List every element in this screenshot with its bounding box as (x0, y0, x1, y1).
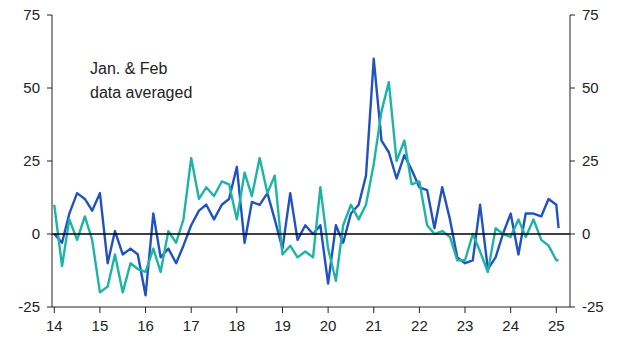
x-tick-label: 19 (274, 317, 291, 334)
zero-line (52, 233, 570, 235)
y-tick (47, 234, 52, 235)
series-line (54, 59, 558, 296)
x-tick (556, 307, 557, 313)
x-tick-label: 25 (548, 317, 565, 334)
y2-tick (570, 161, 575, 162)
annotation: data averaged (90, 84, 192, 101)
x-tick-label: 16 (137, 317, 154, 334)
y2-tick (570, 234, 575, 235)
x-tick (419, 307, 420, 313)
x-tick (510, 307, 511, 313)
x-tick (282, 307, 283, 313)
x-tick-label: 21 (365, 317, 382, 334)
chart: -25 -25 0 0 25 25 50 50 75 75 14 15 16 17 18 19 20 21 22 23… (0, 0, 631, 355)
x-tick (373, 307, 374, 313)
annotation: Jan. & Feb (90, 60, 167, 77)
series-line (54, 82, 558, 292)
series-group (54, 59, 558, 296)
y-tick (47, 15, 52, 16)
y2-tick (570, 307, 575, 308)
x-tick (145, 307, 146, 313)
x-tick-label: 24 (502, 317, 519, 334)
y-tick-label: -25 (18, 298, 40, 315)
y-tick (47, 88, 52, 89)
x-tick-label: 17 (183, 317, 200, 334)
y-tick-label: 50 (23, 79, 40, 96)
x-tick-label: 23 (457, 317, 474, 334)
x-tick-label: 20 (320, 317, 337, 334)
y2-tick (570, 15, 575, 16)
x-tick-label: 22 (411, 317, 428, 334)
y2-tick-label: 25 (582, 152, 599, 169)
y2-tick-label: 0 (582, 225, 590, 242)
x-tick (99, 307, 100, 313)
x-tick-label: 14 (46, 317, 63, 334)
x-tick-label: 18 (228, 317, 245, 334)
y2-tick (570, 88, 575, 89)
y-tick-label: 0 (32, 225, 40, 242)
y-tick (47, 307, 52, 308)
y2-tick-label: -25 (582, 298, 604, 315)
y-tick (47, 161, 52, 162)
x-tick-label: 15 (92, 317, 109, 334)
y2-tick-label: 50 (582, 79, 599, 96)
x-tick (236, 307, 237, 313)
x-axis (52, 307, 570, 308)
x-tick (328, 307, 329, 313)
x-tick (54, 307, 55, 313)
y-tick-label: 25 (23, 152, 40, 169)
x-tick (465, 307, 466, 313)
y-tick-label: 75 (23, 6, 40, 23)
y2-tick-label: 75 (582, 6, 599, 23)
x-tick (191, 307, 192, 313)
